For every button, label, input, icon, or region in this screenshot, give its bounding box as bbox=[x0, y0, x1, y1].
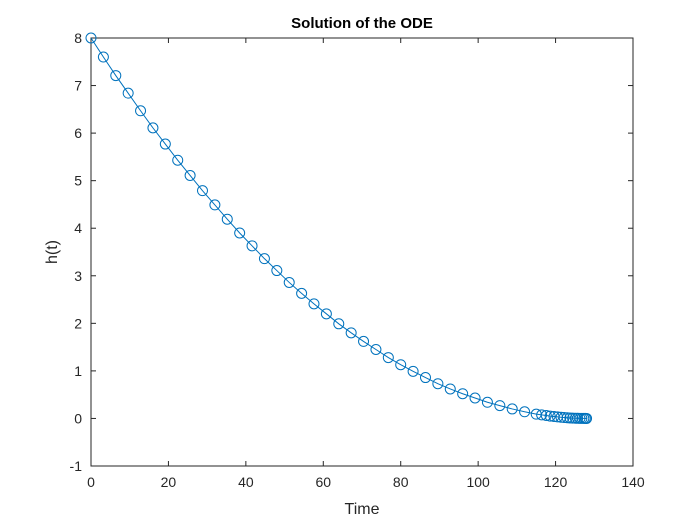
x-tick-label: 80 bbox=[393, 474, 409, 490]
y-tick-label: 7 bbox=[74, 78, 82, 94]
data-point bbox=[444, 383, 456, 395]
data-point bbox=[122, 87, 134, 99]
data-point bbox=[221, 213, 233, 225]
data-point bbox=[558, 412, 570, 424]
data-point bbox=[370, 343, 382, 355]
data-point bbox=[258, 253, 270, 265]
data-point bbox=[432, 378, 444, 390]
data-point bbox=[581, 412, 593, 424]
x-tick-label: 140 bbox=[621, 474, 645, 490]
data-point bbox=[135, 105, 147, 117]
y-tick-label: 6 bbox=[74, 125, 82, 141]
data-point bbox=[419, 372, 431, 384]
data-point bbox=[85, 32, 97, 44]
data-point bbox=[457, 388, 469, 400]
y-tick-label: 2 bbox=[74, 315, 82, 331]
x-tick-label: 60 bbox=[315, 474, 331, 490]
x-tick-label: 100 bbox=[466, 474, 490, 490]
x-tick-label: 120 bbox=[544, 474, 568, 490]
data-point bbox=[320, 308, 332, 320]
y-tick-label: 3 bbox=[74, 268, 82, 284]
data-point bbox=[271, 265, 283, 277]
data-point bbox=[308, 298, 320, 310]
x-axis-label: Time bbox=[345, 501, 380, 518]
data-point bbox=[296, 287, 308, 299]
data-point bbox=[544, 410, 556, 422]
data-point bbox=[540, 410, 552, 421]
data-point bbox=[567, 412, 579, 424]
data-point bbox=[555, 411, 567, 423]
y-tick-label: 1 bbox=[74, 363, 82, 379]
y-tick-label: 5 bbox=[74, 173, 82, 189]
data-point bbox=[333, 318, 345, 330]
data-point bbox=[506, 403, 518, 415]
data-point bbox=[234, 227, 246, 239]
data-point bbox=[110, 70, 122, 82]
data-point bbox=[246, 240, 258, 252]
chart-title: Solution of the ODE bbox=[291, 15, 433, 32]
data-point bbox=[197, 185, 208, 197]
y-axis-label: h(t) bbox=[44, 240, 61, 264]
series-layer bbox=[85, 32, 593, 424]
axes-box bbox=[90, 37, 634, 467]
data-point bbox=[97, 51, 109, 63]
data-point bbox=[172, 154, 184, 166]
x-tick-label: 20 bbox=[161, 474, 177, 490]
data-point bbox=[159, 138, 171, 150]
data-point bbox=[358, 335, 370, 347]
data-point bbox=[519, 406, 531, 418]
data-point bbox=[283, 276, 295, 288]
data-point bbox=[382, 352, 394, 364]
y-tick-label: 0 bbox=[74, 410, 82, 426]
data-point bbox=[481, 396, 493, 408]
data-point bbox=[469, 392, 481, 404]
data-point bbox=[407, 365, 419, 377]
x-tick-label: 0 bbox=[87, 474, 95, 490]
data-point bbox=[184, 169, 196, 181]
x-tick-label: 40 bbox=[238, 474, 254, 490]
data-point bbox=[395, 359, 407, 371]
data-point bbox=[345, 327, 357, 339]
y-tick-label: 8 bbox=[74, 30, 82, 46]
y-tick-label: -1 bbox=[70, 458, 83, 474]
data-point bbox=[147, 122, 159, 134]
y-tick-label: 4 bbox=[74, 220, 82, 236]
data-point bbox=[536, 409, 548, 421]
data-point bbox=[209, 199, 221, 211]
data-point bbox=[494, 400, 506, 412]
